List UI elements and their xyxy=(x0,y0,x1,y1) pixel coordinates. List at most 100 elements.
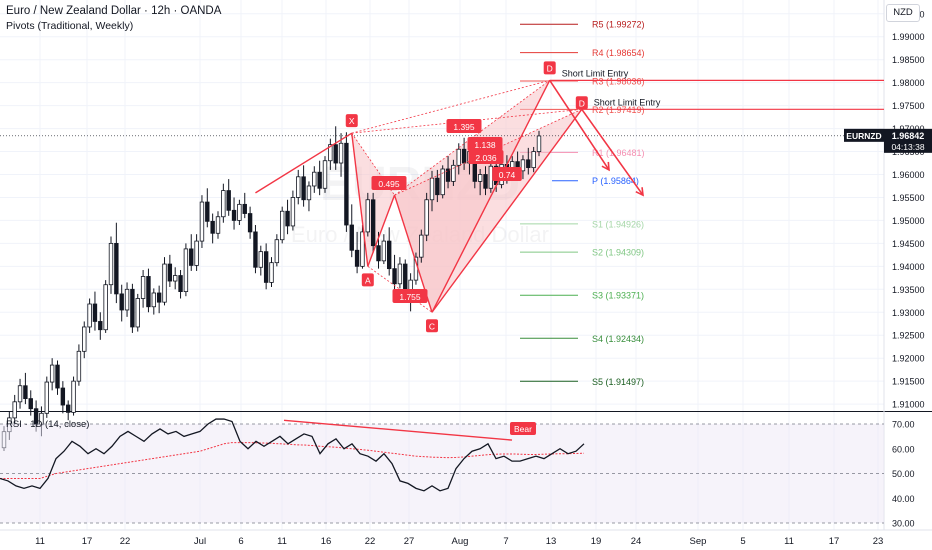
candle-body xyxy=(419,234,424,258)
pattern-ratio-line xyxy=(367,266,433,313)
ratio-badge xyxy=(446,119,482,133)
indicator-title[interactable]: Pivots (Traditional, Weekly) xyxy=(6,20,134,32)
candle-body xyxy=(140,276,146,299)
candle-body xyxy=(381,240,387,262)
point-d2: D xyxy=(575,96,588,110)
time-tick-label: 27 xyxy=(404,536,415,547)
chart-header: Euro / New Zealand Dollar · 12h · OANDA … xyxy=(6,4,221,34)
candle-body xyxy=(44,381,49,414)
pivot-label: S2 (1.94309) xyxy=(592,248,644,258)
pivot-label: S3 (1.93371) xyxy=(592,291,644,301)
candle-body xyxy=(477,174,483,182)
candle-body xyxy=(424,199,429,236)
point-badge xyxy=(361,273,374,287)
candle-body xyxy=(66,404,71,413)
time-tick-label: Jul xyxy=(194,536,206,547)
candle-body xyxy=(167,263,173,282)
pattern-leg xyxy=(351,133,369,267)
rsi-band xyxy=(0,424,884,523)
candle-body xyxy=(392,268,397,285)
candle-body xyxy=(92,303,98,322)
candle-body xyxy=(114,242,119,295)
point-d: D xyxy=(543,61,556,75)
candle-body xyxy=(440,168,445,196)
candle-body xyxy=(237,203,242,221)
candle-body xyxy=(349,224,354,251)
candle-body xyxy=(312,171,317,187)
time-tick-label: 17 xyxy=(829,536,840,547)
candle-body xyxy=(279,210,285,241)
candle-body xyxy=(226,190,231,211)
pattern-ratio-line xyxy=(351,108,582,134)
price-tick-label: 1.92000 xyxy=(892,354,925,364)
candle-body xyxy=(296,176,301,198)
time-axis: 11 17 22 Jul 6 11 16 22 27 Aug 7 13 19 24 Sep 5 11 17 23 xyxy=(0,529,932,547)
candle-body xyxy=(76,350,82,382)
time-tick-label: 16 xyxy=(321,536,332,547)
point-label: A xyxy=(365,275,371,285)
currency-badge[interactable]: NZD xyxy=(886,4,920,22)
ratio-badge xyxy=(392,289,428,303)
candle-body xyxy=(435,177,440,196)
candle-body xyxy=(360,231,365,267)
time-tick-label: 22 xyxy=(365,536,376,547)
price-tick-label: 1.97500 xyxy=(892,101,925,111)
candle-body xyxy=(285,210,290,227)
candle-body xyxy=(242,203,247,214)
symbol-title[interactable]: Euro / New Zealand Dollar · 12h · OANDA xyxy=(6,5,222,17)
candle-body xyxy=(397,263,403,285)
candle-body xyxy=(124,288,130,311)
rsi-tick-label: 70.00 xyxy=(892,420,915,430)
rsi-ma-line xyxy=(0,442,585,479)
projection-arrow xyxy=(549,79,610,171)
candle-body xyxy=(194,240,199,266)
candle-body xyxy=(60,387,66,406)
pivot-label: R1 (1.96481) xyxy=(592,148,645,158)
point-x: X xyxy=(345,114,358,128)
price-tick-label: 1.95500 xyxy=(892,193,925,203)
price-tick-label: 1.94500 xyxy=(892,239,925,249)
candle-body xyxy=(258,251,263,268)
candle-body xyxy=(445,168,451,182)
price-badge-value: 1.96842 xyxy=(892,131,925,141)
candle-body xyxy=(461,148,467,164)
candle-body xyxy=(536,135,542,152)
pattern-leg xyxy=(255,132,353,194)
projection-arrow-head xyxy=(635,187,644,197)
candle-body xyxy=(98,321,103,331)
candle-body xyxy=(333,144,338,164)
pattern-leg xyxy=(431,108,583,313)
time-tick-label: 24 xyxy=(631,536,642,547)
candle-body xyxy=(483,174,488,189)
candle-body xyxy=(338,142,344,164)
pattern-leg xyxy=(431,80,551,313)
candle-body xyxy=(429,177,435,201)
symbol-badge-label: EURNZD xyxy=(846,131,881,141)
candle-body xyxy=(119,293,124,311)
rsi-title[interactable]: RSI · 1D (14, close) xyxy=(6,419,90,430)
candle-body xyxy=(49,364,55,383)
candle-body xyxy=(263,251,269,283)
price-tick-label: 1.91500 xyxy=(892,377,925,387)
point-a: A xyxy=(361,273,374,287)
candle-body xyxy=(221,190,226,218)
candle-body xyxy=(317,171,322,189)
pivot-label: R4 (1.98654) xyxy=(592,48,645,58)
price-tick-label: 1.98000 xyxy=(892,78,925,88)
point-badge xyxy=(426,319,438,333)
time-tick-label: 17 xyxy=(82,536,93,547)
pivot-label: S4 (1.92434) xyxy=(592,334,644,344)
point-label: D xyxy=(547,63,553,73)
candle-body xyxy=(23,385,28,400)
time-tick-label: 13 xyxy=(546,536,557,547)
candle-body xyxy=(215,216,221,234)
projection-arrow-head xyxy=(601,161,610,172)
pivot-label: S1 (1.94926) xyxy=(592,219,644,229)
candle-body xyxy=(231,209,237,221)
price-tick-label: 1.93500 xyxy=(892,285,925,295)
candle-body xyxy=(55,364,60,389)
entry-label: Short Limit Entry xyxy=(562,68,629,78)
candle-body xyxy=(520,159,526,172)
ratio-label: 2.036 xyxy=(475,153,497,163)
